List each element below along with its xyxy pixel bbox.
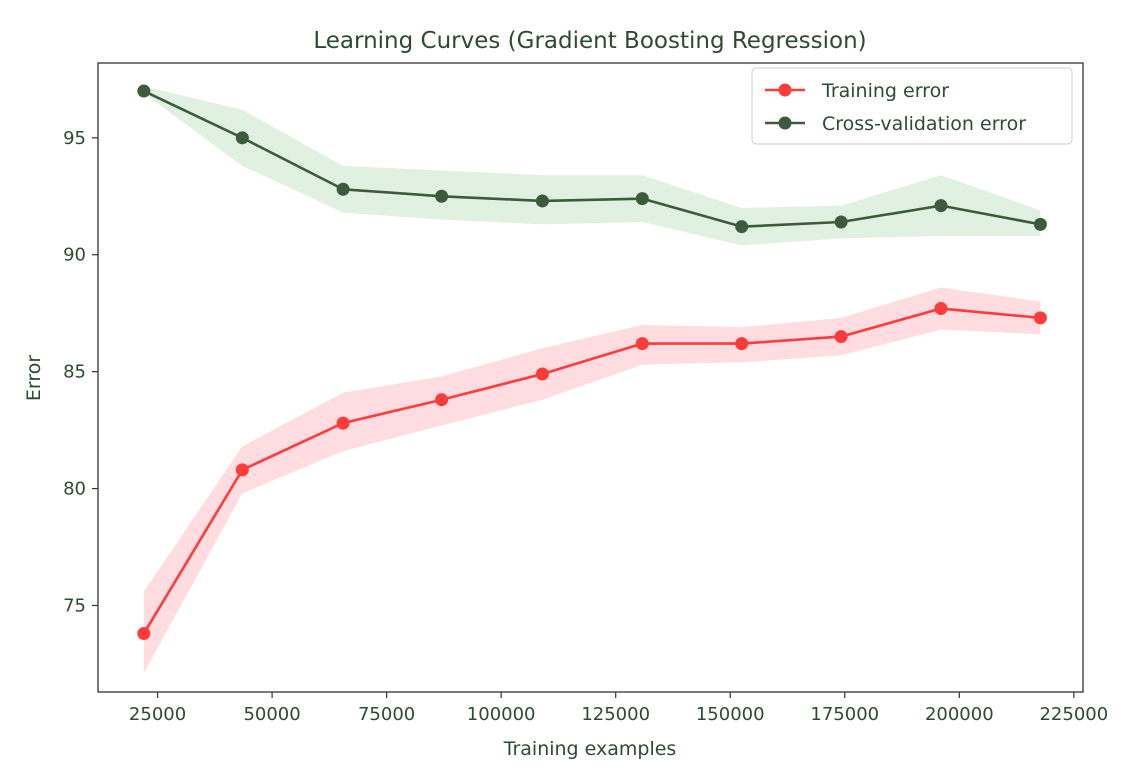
training-error-legend-marker (778, 83, 792, 97)
plot-frame (97, 62, 1084, 693)
cross-validation-error-point (535, 194, 549, 208)
training-error-legend-label: Training error (821, 80, 949, 102)
y-axis-ticks: 75 80 85 90 95 (63, 128, 98, 616)
training-error-point (137, 627, 151, 641)
y-axis-label: Error (23, 355, 45, 402)
x-tick-label: 50000 (243, 704, 300, 725)
cross-validation-error-legend-label: Cross-validation error (822, 113, 1026, 135)
cross-validation-error-point (137, 84, 151, 98)
cross-validation-error-line (143, 89, 1041, 228)
x-tick-label: 125000 (581, 704, 650, 725)
cross-validation-error-point (934, 199, 948, 213)
chart-title: Learning Curves (Gradient Boosting Regre… (313, 28, 866, 54)
cross-validation-error-point (435, 189, 449, 203)
training-error-point (235, 463, 249, 477)
y-tick-label: 80 (63, 479, 86, 500)
training-error-point (635, 337, 649, 351)
error-bands (143, 86, 1041, 674)
x-tick-label: 200000 (925, 704, 994, 725)
training-error-line (142, 307, 1041, 635)
x-tick-label: 100000 (467, 704, 536, 725)
y-tick-label: 95 (63, 128, 86, 149)
x-tick-label: 175000 (810, 704, 879, 725)
cross-validation-error-point (735, 220, 749, 234)
x-tick-label: 225000 (1039, 704, 1108, 725)
y-tick-label: 85 (63, 362, 86, 383)
cross-validation-error-point (1033, 217, 1047, 231)
cross-validation-error-point (635, 192, 649, 206)
cross-validation-error-band (143, 86, 1041, 246)
x-tick-label: 75000 (358, 704, 415, 725)
training-error-point (535, 367, 549, 381)
cross-validation-error-point (834, 215, 848, 229)
cross-validation-error-legend-marker (778, 116, 792, 130)
legend-box (751, 67, 1073, 145)
x-axis-ticks: 25000 50000 75000 100000 125000 150000 175000 2… (129, 692, 1108, 725)
series-points (137, 84, 1047, 641)
x-tick-label: 150000 (696, 704, 765, 725)
training-error-point (934, 302, 948, 316)
training-error-point (834, 330, 848, 344)
legend: Training error Cross-validation error (751, 67, 1073, 145)
training-error-point (735, 337, 749, 351)
training-error-point (336, 416, 350, 430)
y-tick-label: 75 (63, 595, 86, 616)
x-axis-label: Training examples (503, 738, 677, 760)
y-tick-label: 90 (63, 245, 86, 266)
training-error-point (1033, 311, 1047, 325)
x-tick-label: 25000 (129, 704, 186, 725)
series-lines (142, 89, 1041, 635)
cross-validation-error-point (336, 182, 350, 196)
cross-validation-error-point (235, 131, 249, 145)
training-error-band (143, 287, 1041, 674)
training-error-point (435, 393, 449, 407)
